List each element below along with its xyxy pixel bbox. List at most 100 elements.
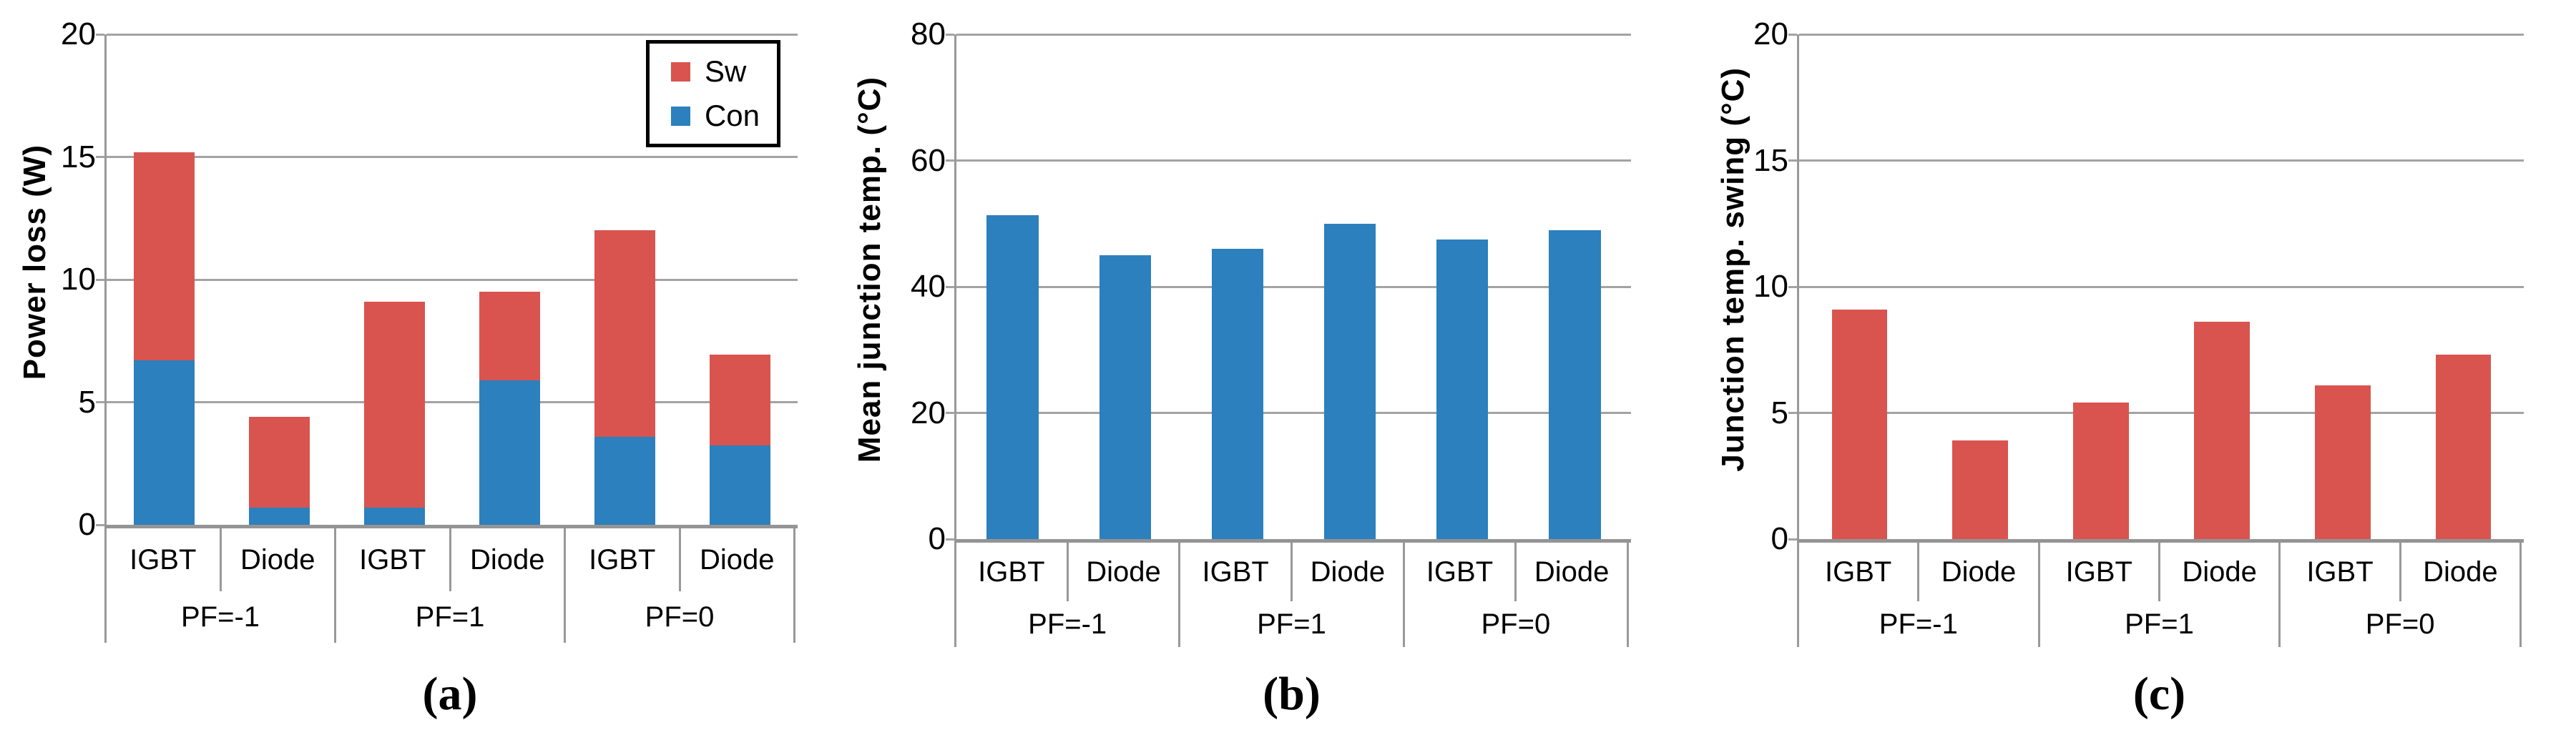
bar-diode-sw <box>479 292 541 380</box>
gridline-y20 <box>956 412 1631 414</box>
gridline-y60 <box>956 159 1631 162</box>
plot-area-c <box>1788 33 2524 543</box>
legend: Sw Con <box>645 40 780 147</box>
y-tick-label-20: 20 <box>911 395 946 430</box>
y-tick-labels: 0 20 40 60 80 <box>891 19 954 555</box>
x-group-row: PF=-1 PF=1 PF=0 <box>956 601 1629 647</box>
y-tick-label-15: 15 <box>61 139 96 174</box>
x-category-row: IGBT Diode IGBT Diode IGBT Diode <box>956 543 1629 601</box>
bar-igbt-mean-junction-temp- <box>1436 239 1489 539</box>
x-category-cell-diode: Diode <box>1069 543 1181 601</box>
bar-igbt-junction-temp-swing <box>2073 403 2129 539</box>
y-axis-title-column: Mean junction temp. (°C) <box>848 0 891 539</box>
x-group-cell-pf1: PF=1 <box>2040 601 2281 647</box>
chart-c-content: IGBT Diode IGBT Diode IGBT Diode PF=-1 PF=1 PF=0… <box>1788 0 2524 745</box>
x-category-cell-igbt: IGBT <box>2281 543 2401 601</box>
y-tick-label-60: 60 <box>911 142 946 178</box>
x-category-cell-igbt: IGBT <box>566 528 681 591</box>
gridline-y20 <box>1799 33 2524 36</box>
y-axis-title-column: Power loss (W) <box>13 0 57 525</box>
x-category-cell-igbt: IGBT <box>1180 543 1293 601</box>
y-tick-labels: 0 5 10 15 20 <box>1753 19 1797 555</box>
plot-area-b <box>946 33 1631 543</box>
bar-igbt-mean-junction-temp- <box>986 215 1039 539</box>
y-tick-label-20: 20 <box>61 16 96 51</box>
x-category-cell-igbt: IGBT <box>336 528 451 591</box>
caption-a: (a) <box>422 668 478 720</box>
y-tick-mark <box>946 33 954 36</box>
x-category-cell-diode: Diode <box>2401 543 2522 601</box>
x-axis-table-c: IGBT Diode IGBT Diode IGBT Diode PF=-1 PF=1 PF=0 <box>1797 543 2522 647</box>
y-tick-label-10: 10 <box>61 262 96 297</box>
x-category-cell-diode: Diode <box>1919 543 2040 601</box>
x-group-cell-pf-1: PF=-1 <box>107 591 336 643</box>
gridline-y20 <box>107 33 798 36</box>
legend-swatch-sw <box>670 61 690 82</box>
bar-igbt-sw <box>363 301 426 508</box>
x-group-cell-pf1: PF=1 <box>336 591 566 643</box>
bar-igbt-con <box>594 436 656 525</box>
chart-b-content: IGBT Diode IGBT Diode IGBT Diode PF=-1 PF=1 PF=0… <box>946 0 1631 745</box>
y-tick-mark <box>96 156 104 158</box>
x-category-cell-igbt: IGBT <box>1799 543 1920 601</box>
y-tick-mark <box>1788 159 1797 162</box>
gridline-y40 <box>956 285 1631 288</box>
x-group-row: PF=-1 PF=1 PF=0 <box>1799 601 2522 647</box>
bar-diode-con <box>248 508 310 525</box>
y-tick-label-20: 20 <box>1753 16 1788 51</box>
y-tick-mark <box>946 285 954 288</box>
x-group-cell-pf1: PF=1 <box>1180 601 1405 647</box>
y-tick-label-10: 10 <box>1753 269 1788 304</box>
bar-diode-mean-junction-temp- <box>1323 223 1376 539</box>
x-category-cell-diode: Diode <box>222 528 336 591</box>
x-category-cell-diode: Diode <box>1293 543 1405 601</box>
y-tick-mark <box>96 401 104 403</box>
x-group-cell-pf0: PF=0 <box>566 591 795 643</box>
y-tick-mark <box>96 523 104 526</box>
y-axis-title-junction-temp-swing: Junction temp. swing (°C) <box>1715 67 1750 472</box>
y-tick-label-0: 0 <box>928 521 946 556</box>
y-tick-label-15: 15 <box>1753 142 1788 178</box>
y-tick-label-0: 0 <box>1771 521 1788 556</box>
gridline-y5 <box>1799 412 2524 414</box>
x-category-cell-diode: Diode <box>451 528 566 591</box>
x-category-cell-diode: Diode <box>2160 543 2281 601</box>
chart-a-content: Sw Con IGBT Diode IGBT Diode IGBT Diode PF=-1 P… <box>96 0 798 745</box>
bar-igbt-junction-temp-swing <box>2314 385 2371 539</box>
bar-igbt-sw <box>594 230 656 437</box>
y-tick-mark <box>1788 412 1797 414</box>
legend-swatch-con <box>670 106 690 126</box>
caption-c: (c) <box>2132 668 2186 720</box>
y-tick-mark <box>96 33 104 36</box>
chart-panel-c: Junction temp. swing (°C) 0 5 10 15 20 IGBT D… <box>1713 0 2576 745</box>
bar-igbt-junction-temp-swing <box>1831 309 1888 539</box>
bar-igbt-mean-junction-temp- <box>1211 249 1264 539</box>
gridline-y10 <box>107 278 798 281</box>
y-tick-mark <box>946 412 954 414</box>
gridline-y15 <box>107 156 798 158</box>
x-category-cell-igbt: IGBT <box>956 543 1069 601</box>
legend-label-sw: Sw <box>704 54 747 88</box>
x-category-row: IGBT Diode IGBT Diode IGBT Diode <box>1799 543 2522 601</box>
x-group-cell-pf0: PF=0 <box>2281 601 2522 647</box>
y-tick-label-5: 5 <box>78 384 96 420</box>
y-tick-label-5: 5 <box>1771 395 1788 430</box>
gridline-y80 <box>956 33 1631 36</box>
x-axis-table-a: IGBT Diode IGBT Diode IGBT Diode PF=-1 PF=1 PF=0 <box>104 528 795 643</box>
y-tick-mark <box>1788 33 1797 36</box>
y-tick-labels: 0 5 10 15 20 <box>57 19 104 541</box>
bar-igbt-con <box>363 508 426 525</box>
x-axis-table-b: IGBT Diode IGBT Diode IGBT Diode PF=-1 PF=1 PF=0 <box>954 543 1629 647</box>
bar-igbt-con <box>133 360 195 525</box>
x-category-cell-igbt: IGBT <box>107 528 222 591</box>
x-category-cell-igbt: IGBT <box>1405 543 1517 601</box>
y-tick-mark <box>96 278 104 281</box>
bar-diode-junction-temp-swing <box>1952 440 2009 539</box>
y-axis-title-mean-junction-temp: Mean junction temp. (°C) <box>852 76 887 463</box>
y-axis-title-column: Junction temp. swing (°C) <box>1713 0 1753 539</box>
y-tick-label-40: 40 <box>911 269 946 304</box>
x-category-cell-diode: Diode <box>681 528 795 591</box>
y-tick-label-0: 0 <box>78 507 96 542</box>
x-group-cell-pf-1: PF=-1 <box>1799 601 2040 647</box>
